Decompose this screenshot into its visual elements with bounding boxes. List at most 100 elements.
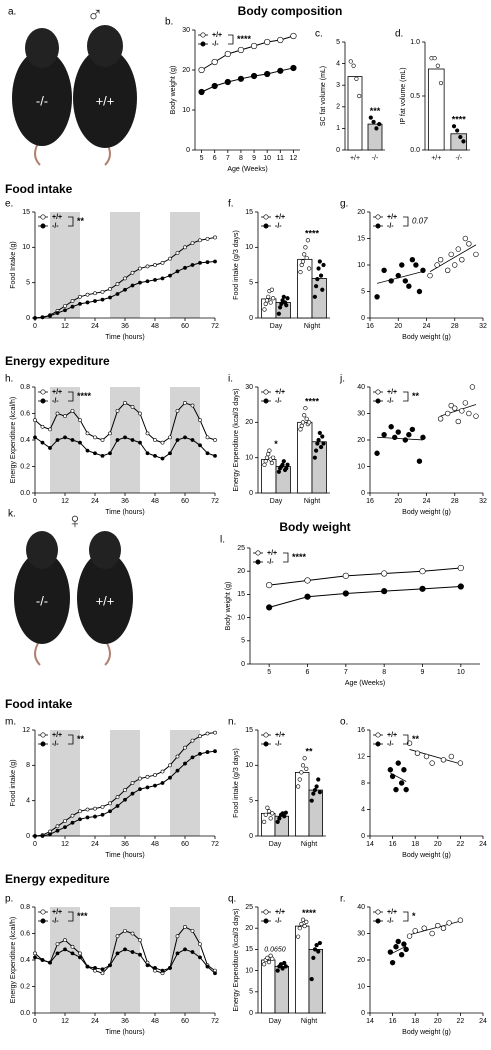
panel-label: e. xyxy=(5,199,13,210)
marker xyxy=(211,82,218,90)
legend-label: -/- xyxy=(275,398,282,405)
marker xyxy=(138,952,142,957)
marker xyxy=(205,731,210,736)
x-tick-label: 11 xyxy=(277,155,284,162)
data-point xyxy=(434,262,440,268)
data-point xyxy=(318,444,324,450)
marker xyxy=(183,435,187,440)
legend-label: +/+ xyxy=(52,389,62,396)
data-point xyxy=(300,259,306,264)
marker xyxy=(138,266,142,271)
data-point xyxy=(263,459,268,464)
legend-label: +/+ xyxy=(267,550,277,557)
x-tick-label: 24 xyxy=(479,1018,487,1025)
data-point xyxy=(457,760,464,766)
bar xyxy=(427,68,445,151)
marker xyxy=(85,292,90,297)
data-point xyxy=(269,287,274,292)
y-tick-label: 0 xyxy=(26,833,30,840)
y-tick-label: 4 xyxy=(361,806,365,813)
legend-label: +/+ xyxy=(275,909,285,916)
dark-period xyxy=(50,907,80,1013)
marker xyxy=(78,817,82,822)
legend-marker xyxy=(200,41,206,47)
data-point xyxy=(409,426,416,433)
y-tick-label: 0.8 xyxy=(20,384,30,391)
marker xyxy=(264,70,271,78)
data-point xyxy=(320,434,325,439)
data-point xyxy=(278,305,283,310)
data-point xyxy=(265,805,270,810)
marker xyxy=(70,299,75,303)
dark-period xyxy=(110,212,140,318)
marker xyxy=(183,745,187,750)
marker xyxy=(70,944,75,949)
x-tick-label: 16 xyxy=(366,323,374,330)
mouse xyxy=(14,552,70,644)
y-tick-label: 20 xyxy=(357,209,365,216)
mouse-head xyxy=(25,28,59,68)
legend-marker xyxy=(40,398,46,404)
data-point xyxy=(300,420,306,425)
marker xyxy=(115,951,120,956)
y-tick-label: 0.6 xyxy=(20,410,30,417)
marker xyxy=(153,966,157,970)
y-tick-label: 15 xyxy=(237,591,245,598)
legend-bracket xyxy=(403,391,409,402)
significance: **** xyxy=(237,34,252,44)
y-tick-label: 0 xyxy=(361,315,365,322)
data-point xyxy=(303,406,308,411)
marker xyxy=(168,435,172,440)
x-tick-label: 0 xyxy=(33,841,37,848)
series-line xyxy=(269,586,461,608)
legend-label: +/+ xyxy=(387,389,397,396)
marker xyxy=(168,451,172,456)
legend-marker xyxy=(263,741,269,747)
legend-label: -/- xyxy=(212,41,219,48)
data-point xyxy=(402,278,409,284)
legend-label: +/+ xyxy=(275,389,285,396)
data-point xyxy=(264,298,270,303)
x-tick-label: 24 xyxy=(91,1018,99,1025)
legend-label: -/- xyxy=(52,918,59,925)
y-tick-label: 0 xyxy=(249,490,253,497)
y-tick-label: 0.0 xyxy=(20,1010,30,1017)
marker xyxy=(237,46,245,54)
legend-bracket xyxy=(403,216,409,227)
marker xyxy=(153,438,157,442)
data-point xyxy=(296,934,301,939)
marker xyxy=(190,738,195,743)
data-point xyxy=(300,763,306,768)
data-point xyxy=(297,777,302,782)
panel-label: r. xyxy=(340,894,346,905)
panel-label: f. xyxy=(228,199,234,210)
x-tick-label: Day xyxy=(270,323,283,330)
data-point xyxy=(263,301,268,306)
data-point xyxy=(314,943,319,948)
marker xyxy=(78,294,82,299)
x-tick-label: 16 xyxy=(389,841,397,848)
panel-label: d. xyxy=(395,29,403,40)
data-point xyxy=(427,272,433,279)
data-point xyxy=(285,462,290,467)
x-tick-label: 24 xyxy=(91,498,99,505)
data-point xyxy=(381,267,387,273)
data-point xyxy=(416,288,423,295)
x-axis-label: Time (hours) xyxy=(105,1029,144,1036)
data-point xyxy=(304,919,309,924)
marker xyxy=(123,435,127,440)
x-tick-label: 0 xyxy=(33,1018,37,1025)
bar xyxy=(367,123,383,151)
data-point xyxy=(300,917,306,922)
marker xyxy=(123,287,127,292)
data-point xyxy=(444,410,451,417)
y-tick-label: 0.5 xyxy=(410,93,420,100)
legend-marker xyxy=(263,389,269,395)
dark-period xyxy=(170,212,200,318)
marker xyxy=(115,804,120,808)
panel-label: o. xyxy=(340,717,348,728)
legend-marker xyxy=(255,559,261,565)
data-point xyxy=(282,960,287,966)
marker xyxy=(123,276,127,281)
x-tick-label: 48 xyxy=(151,1018,159,1025)
